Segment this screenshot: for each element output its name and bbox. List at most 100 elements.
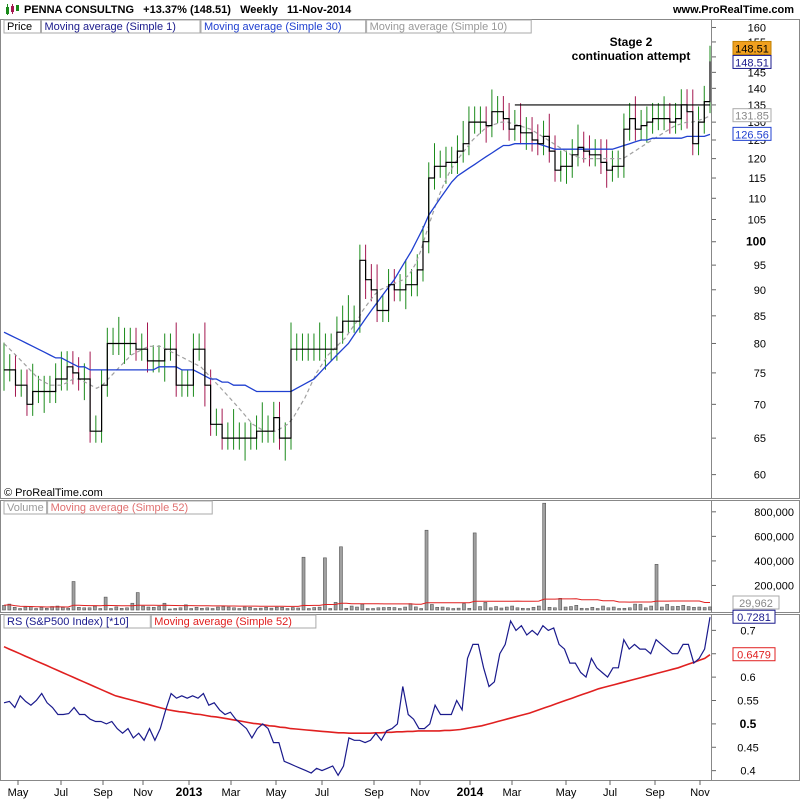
- ma30-line: [3, 133, 711, 393]
- volume-bar: [221, 606, 226, 611]
- volume-bar: [258, 607, 263, 611]
- price-value-label-box: [732, 40, 772, 55]
- volume-bar: [494, 606, 498, 611]
- volume-bar: [18, 608, 22, 611]
- volume-bar: [55, 605, 60, 611]
- volume-bar: [515, 607, 520, 611]
- rs-value-box: [732, 609, 776, 624]
- volume-bar: [611, 606, 616, 611]
- volume-bar: [547, 606, 552, 611]
- price-value-label: 148.51: [735, 43, 769, 55]
- header-title: PENNA CONSULTNG +13.37% (148.51) Weekly …: [24, 4, 351, 16]
- volume-bar: [12, 606, 17, 611]
- volume-bar: [285, 608, 290, 611]
- x-tick-label: Nov: [133, 787, 153, 799]
- price-tick-label: 75: [754, 368, 766, 380]
- volume-panel-frame: [0, 500, 800, 613]
- volume-bar: [141, 605, 145, 611]
- volume-bar: [483, 602, 488, 611]
- volume-bar: [237, 608, 242, 611]
- rs-tick-label: 0.4: [740, 766, 755, 778]
- rs-ma-value-label: 0.6479: [737, 650, 771, 662]
- volume-bar: [323, 557, 327, 611]
- x-tick-label: May: [8, 787, 29, 799]
- volume-bar: [130, 602, 135, 611]
- volume-bar: [697, 606, 702, 611]
- volume-bar: [430, 604, 434, 611]
- price-tick-label: 120: [748, 154, 766, 166]
- volume-bar: [103, 596, 108, 611]
- candlestick-icon: [6, 4, 19, 15]
- annotation-line-2: continuation attempt: [572, 49, 691, 63]
- header-date: 11-Nov-2014: [287, 4, 352, 16]
- price-legend-box: [366, 19, 532, 34]
- volume-bar: [178, 607, 183, 611]
- volume-bar: [451, 608, 456, 611]
- volume-bar: [521, 607, 525, 611]
- volume-bar: [28, 606, 33, 611]
- x-tick-label: Mar: [503, 787, 522, 799]
- volume-bar: [349, 605, 354, 611]
- volume-bar: [355, 606, 359, 611]
- ma10-line: [3, 115, 711, 432]
- volume-bar: [585, 608, 589, 611]
- price-legend-item: Moving average (Simple 10): [370, 21, 508, 33]
- price-tick-label: 95: [754, 260, 766, 272]
- price-legend-box: [200, 19, 367, 34]
- close-value-label: 148.51: [735, 57, 769, 69]
- x-tick-label: 2014: [457, 785, 484, 799]
- rs-legend-item: Moving average (Simple 52): [154, 616, 292, 628]
- volume-bar: [622, 607, 627, 611]
- volume-bar: [627, 607, 632, 611]
- volume-bar: [77, 606, 81, 611]
- volume-bar: [558, 598, 563, 611]
- price-tick-label: 130: [748, 117, 766, 129]
- volume-bar: [98, 608, 103, 611]
- volume-bar: [269, 607, 274, 611]
- x-tick-label: Jul: [603, 787, 617, 799]
- website-link[interactable]: www.ProRealTime.com: [672, 4, 794, 16]
- volume-bar: [44, 607, 49, 611]
- annotation-line-1: Stage 2: [610, 35, 653, 49]
- volume-bar: [210, 608, 215, 611]
- volume-bar: [686, 606, 691, 611]
- volume-bar: [649, 605, 653, 611]
- rs-legend-box: [150, 614, 317, 629]
- rs-ma-value-box: [732, 647, 776, 662]
- volume-bar: [194, 606, 199, 611]
- volume-bar: [119, 607, 124, 611]
- price-tick-label: 90: [754, 285, 766, 297]
- volume-bar: [200, 607, 204, 611]
- volume-bar: [226, 606, 231, 611]
- volume-bar: [510, 605, 514, 611]
- volume-bar: [307, 608, 311, 611]
- volume-bar: [435, 606, 440, 611]
- volume-tick-label: 800,000: [754, 507, 794, 519]
- volume-bar: [109, 608, 113, 611]
- volume-bar: [242, 606, 247, 611]
- volume-bar: [312, 607, 317, 611]
- volume-bar: [462, 603, 466, 611]
- price-bars: [3, 45, 711, 461]
- price-tick-label: 160: [748, 22, 766, 34]
- ma10-value-label: 131.85: [735, 111, 769, 123]
- volume-bar: [397, 608, 402, 611]
- x-tick-label: Nov: [690, 787, 710, 799]
- volume-bar: [317, 606, 322, 611]
- volume-bar: [82, 607, 87, 611]
- volume-bar: [205, 607, 210, 611]
- volume-bar: [440, 606, 445, 611]
- volume-bar: [34, 608, 38, 611]
- volume-bar: [408, 603, 413, 611]
- x-tick-label: May: [556, 787, 577, 799]
- volume-bar: [274, 606, 279, 611]
- volume-bar: [7, 603, 12, 611]
- volume-bar: [553, 607, 557, 611]
- price-tick-label: 65: [754, 433, 766, 445]
- volume-ma-line: [3, 598, 710, 608]
- volume-bar: [665, 604, 670, 611]
- volume-bar: [253, 608, 258, 611]
- volume-bar: [526, 608, 530, 611]
- volume-bar: [499, 607, 504, 611]
- header-bar: PENNA CONSULTNG +13.37% (148.51) Weekly …: [0, 0, 800, 18]
